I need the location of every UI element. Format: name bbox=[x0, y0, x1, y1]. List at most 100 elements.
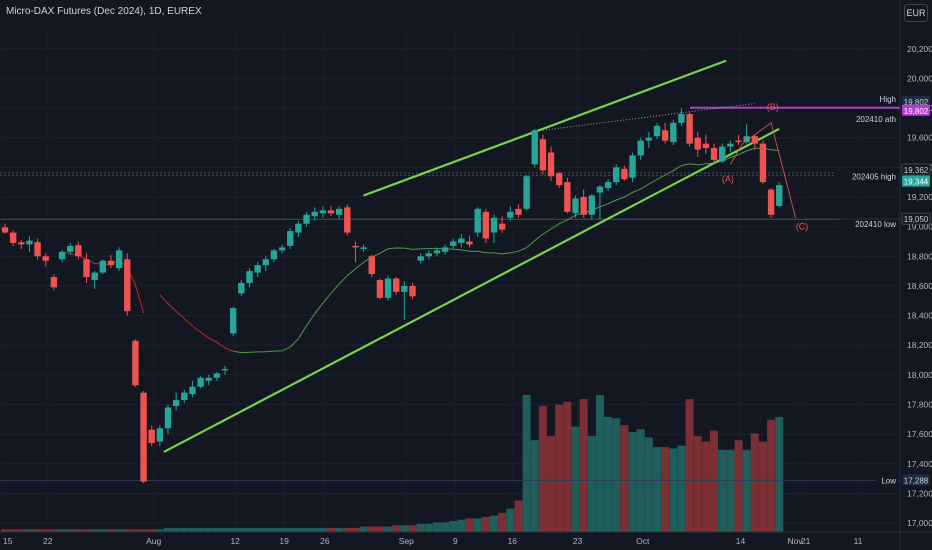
volume-bar bbox=[563, 401, 572, 532]
volume-bar bbox=[718, 449, 727, 532]
volume-bar bbox=[188, 527, 197, 532]
volume-bar bbox=[90, 529, 99, 532]
candle-body bbox=[50, 277, 58, 288]
price-tick-label: 17,200 bbox=[907, 488, 932, 498]
volume-bar bbox=[653, 447, 661, 532]
candle-body bbox=[376, 280, 384, 298]
volume-bar bbox=[506, 508, 515, 532]
price-tick-label: 18,600 bbox=[907, 281, 932, 291]
candle-body bbox=[482, 211, 490, 239]
volume-bar bbox=[685, 399, 694, 532]
ma-line bbox=[159, 294, 234, 352]
volume-bar bbox=[98, 529, 107, 532]
volume-bar bbox=[742, 449, 751, 532]
level-label-bg bbox=[839, 113, 898, 125]
volume-bar bbox=[538, 405, 547, 532]
volume-bar bbox=[384, 526, 393, 532]
candle-body bbox=[278, 247, 286, 251]
candle-body bbox=[441, 247, 449, 252]
volume-bar bbox=[172, 527, 181, 532]
price-axis[interactable]: 17,000 17,200 17,400 17,600 17,800 18,000 18,2… bbox=[899, 0, 932, 550]
volume-bar bbox=[400, 525, 409, 532]
volume-bar bbox=[115, 529, 124, 532]
volume-bar bbox=[1, 529, 9, 532]
level-label-bg bbox=[876, 475, 898, 487]
candle-body bbox=[735, 140, 742, 143]
candle-body bbox=[539, 139, 547, 171]
volume-bar bbox=[278, 527, 287, 532]
volume-bar bbox=[261, 527, 270, 532]
wave-label: (C) bbox=[796, 222, 809, 232]
price-badge bbox=[902, 175, 930, 187]
volume-bar bbox=[644, 437, 653, 532]
volume-bar bbox=[33, 529, 42, 532]
candle-body bbox=[246, 271, 253, 283]
volume-bar bbox=[555, 404, 564, 532]
volume-bar bbox=[269, 527, 278, 532]
time-tick-label: 12 bbox=[230, 536, 240, 546]
volume-bar bbox=[196, 527, 205, 532]
volume-bar bbox=[245, 527, 254, 532]
volume-bar bbox=[628, 431, 637, 532]
candle-body bbox=[172, 400, 180, 406]
wave-annotations: (A) (B) (C) bbox=[722, 102, 808, 232]
candle-body bbox=[107, 260, 115, 266]
volume-bar bbox=[17, 529, 26, 532]
volume-bar bbox=[351, 527, 360, 532]
candles bbox=[1, 108, 783, 484]
volume-bar bbox=[41, 529, 50, 532]
candle-body bbox=[18, 242, 25, 245]
volume-bar bbox=[392, 525, 401, 532]
candle-body bbox=[670, 122, 677, 143]
level-label-bg bbox=[870, 93, 898, 105]
volume-bar bbox=[343, 527, 352, 532]
volume-bar bbox=[587, 436, 596, 532]
candle-body bbox=[360, 247, 367, 249]
volume-bar bbox=[677, 445, 686, 532]
volume-bar bbox=[612, 418, 621, 532]
ma-line bbox=[233, 147, 780, 354]
volume-bar bbox=[424, 523, 433, 532]
wave-label: (B) bbox=[767, 102, 779, 112]
candle-body bbox=[694, 137, 701, 150]
price-tick-label: 18,400 bbox=[907, 311, 932, 321]
volume-bar bbox=[726, 449, 735, 532]
level-label: 202410 low bbox=[855, 220, 896, 229]
candle-body bbox=[132, 340, 139, 386]
price-badge-label: 19,802 bbox=[904, 107, 929, 116]
candle-body bbox=[197, 377, 204, 387]
volume-bar bbox=[701, 441, 710, 532]
volume-bar bbox=[310, 527, 319, 532]
volume-bar bbox=[359, 526, 368, 532]
candle-body bbox=[727, 143, 734, 147]
volume-bar bbox=[131, 529, 140, 532]
volume-bar bbox=[604, 416, 613, 532]
price-badge-label: 19,802 bbox=[904, 98, 929, 107]
candle-body bbox=[164, 407, 172, 429]
wave-label: (A) bbox=[722, 174, 734, 184]
candle-body bbox=[75, 245, 82, 257]
price-badge bbox=[902, 474, 930, 486]
candle-body bbox=[319, 210, 327, 214]
volume-bars bbox=[1, 395, 784, 532]
candle-body bbox=[42, 256, 49, 261]
candle-body bbox=[303, 214, 310, 224]
dotted-trendline bbox=[542, 103, 755, 131]
symbol-title[interactable]: Micro-DAX Futures (Dec 2024), 1D, EUREX bbox=[6, 6, 202, 17]
candle-body bbox=[580, 196, 587, 215]
candle-body bbox=[352, 245, 359, 248]
upper-trendline bbox=[363, 59, 727, 197]
volume-bar bbox=[457, 519, 466, 532]
candle-body bbox=[34, 242, 41, 257]
candle-body bbox=[759, 143, 767, 183]
price-badge-label: 19,362 bbox=[904, 166, 929, 175]
candle-body bbox=[433, 250, 441, 254]
volume-bar bbox=[498, 512, 507, 532]
volume-bar bbox=[693, 436, 702, 532]
price-badge-label: 19,050 bbox=[904, 215, 929, 224]
time-tick-label: 14 bbox=[736, 536, 746, 546]
currency-button[interactable]: EUR bbox=[904, 4, 928, 22]
level-label-bg bbox=[839, 219, 898, 231]
